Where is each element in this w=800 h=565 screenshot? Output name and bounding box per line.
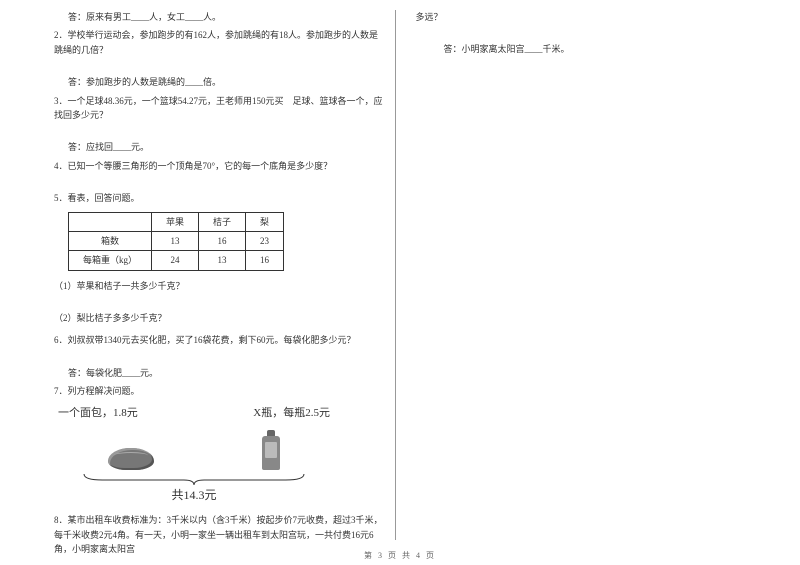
table-cell: 箱数 — [69, 231, 152, 250]
q3-answer: 答：应找回____元。 — [40, 140, 385, 154]
q6-text: 6．刘叔叔带1340元去买化肥，买了16袋花费，剩下60元。每袋化肥多少元？ — [40, 333, 385, 347]
q5-sub2: （2）梨比桔子多多少千克？ — [40, 311, 385, 325]
right-column: 多远？ 答：小明家离太阳宫____千米。 — [396, 10, 761, 540]
brace-icon — [82, 472, 306, 486]
diagram-images — [54, 428, 334, 470]
q4-text: 4．已知一个等腰三角形的一个顶角是70°，它的每一个底角是多少度？ — [40, 159, 385, 173]
table-row: 苹果 桔子 梨 — [69, 212, 284, 231]
table-cell: 24 — [152, 251, 199, 270]
bottle-icon — [262, 436, 280, 470]
q7-diagram: 一个面包，1.8元 X瓶，每瓶2.5元 共14.3元 — [54, 405, 334, 506]
q2-text: 2．学校举行运动会，参加跑步的有162人，参加跳绳的有18人。参加跑步的人数是跳… — [40, 28, 385, 57]
page-container: 答：原来有男工____人，女工____人。 2．学校举行运动会，参加跑步的有16… — [0, 0, 800, 540]
table-cell — [69, 212, 152, 231]
table-row: 每箱重（kg） 24 13 16 — [69, 251, 284, 270]
table-cell: 梨 — [246, 212, 284, 231]
table-row: 箱数 13 16 23 — [69, 231, 284, 250]
q7-text: 7．列方程解决问题。 — [40, 384, 385, 398]
page-footer: 第 3 页 共 4 页 — [0, 550, 800, 561]
q6-answer: 答：每袋化肥____元。 — [40, 366, 385, 380]
table-cell: 16 — [246, 251, 284, 270]
table-cell: 每箱重（kg） — [69, 251, 152, 270]
bottle-label: X瓶，每瓶2.5元 — [253, 405, 330, 423]
table-cell: 23 — [246, 231, 284, 250]
q8-answer: 答：小明家离太阳宫____千米。 — [416, 42, 761, 56]
diagram-total: 共14.3元 — [54, 486, 334, 505]
q5-sub1: （1）苹果和桔子一共多少千克？ — [40, 279, 385, 293]
q5-text: 5．看表，回答问题。 — [40, 191, 385, 205]
left-column: 答：原来有男工____人，女工____人。 2．学校举行运动会，参加跑步的有16… — [40, 10, 396, 540]
q1-answer: 答：原来有男工____人，女工____人。 — [40, 10, 385, 24]
q8-continuation: 多远？ — [416, 10, 761, 24]
q2-answer: 答：参加跑步的人数是跳绳的____倍。 — [40, 75, 385, 89]
table-cell: 16 — [199, 231, 246, 250]
table-cell: 13 — [199, 251, 246, 270]
fruit-table: 苹果 桔子 梨 箱数 13 16 23 每箱重（kg） 24 13 16 — [68, 212, 284, 271]
table-cell: 13 — [152, 231, 199, 250]
table-cell: 桔子 — [199, 212, 246, 231]
diagram-labels: 一个面包，1.8元 X瓶，每瓶2.5元 — [54, 405, 334, 423]
table-cell: 苹果 — [152, 212, 199, 231]
bread-label: 一个面包，1.8元 — [58, 405, 138, 423]
q3-text: 3．一个足球48.36元，一个篮球54.27元，王老师用150元买 足球、篮球各… — [40, 94, 385, 123]
bread-icon — [108, 448, 154, 470]
